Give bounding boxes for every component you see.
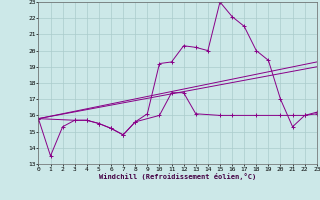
X-axis label: Windchill (Refroidissement éolien,°C): Windchill (Refroidissement éolien,°C) [99, 173, 256, 180]
